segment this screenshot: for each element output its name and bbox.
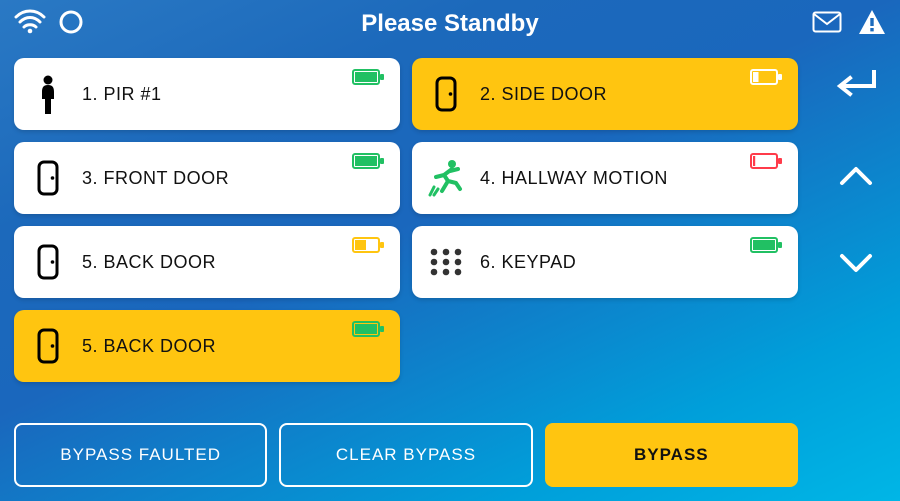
zone-card[interactable]: 1. PIR #1 (14, 58, 400, 130)
wifi-icon (14, 9, 46, 40)
battery-icon (352, 152, 386, 175)
zone-grid: 1. PIR #1 2. SIDE DOOR 3. FRONT DOOR (14, 58, 798, 382)
zone-label: 4. HALLWAY MOTION (480, 168, 668, 189)
battery-icon (352, 320, 386, 343)
zone-card[interactable]: 5. BACK DOOR (14, 226, 400, 298)
down-arrow-icon[interactable] (838, 252, 874, 279)
bypass-faulted-button[interactable]: BYPASS FAULTED (14, 423, 267, 487)
zone-label: 2. SIDE DOOR (480, 84, 607, 105)
zone-card[interactable]: 4. HALLWAY MOTION (412, 142, 798, 214)
zone-card[interactable]: 3. FRONT DOOR (14, 142, 400, 214)
nav-column (826, 70, 886, 279)
footer-buttons: BYPASS FAULTED CLEAR BYPASS BYPASS (14, 423, 798, 487)
mail-icon[interactable] (812, 11, 842, 38)
door-icon (426, 76, 466, 112)
person-icon (28, 74, 68, 114)
clear-bypass-button[interactable]: CLEAR BYPASS (279, 423, 532, 487)
bypass-button[interactable]: BYPASS (545, 423, 798, 487)
up-arrow-icon[interactable] (838, 165, 874, 192)
motion-icon (426, 159, 466, 197)
zone-label: 6. KEYPAD (480, 252, 576, 273)
battery-icon (750, 236, 784, 259)
zone-label: 1. PIR #1 (82, 84, 162, 105)
zone-label: 5. BACK DOOR (82, 336, 216, 357)
battery-icon (352, 68, 386, 91)
battery-icon (750, 152, 784, 175)
battery-icon (750, 68, 784, 91)
alert-icon[interactable] (858, 9, 886, 40)
zone-card[interactable]: 2. SIDE DOOR (412, 58, 798, 130)
ring-icon (58, 9, 84, 40)
zone-card[interactable]: 5. BACK DOOR (14, 310, 400, 382)
header-bar: Please Standby (0, 0, 900, 48)
door-icon (28, 328, 68, 364)
zone-card[interactable]: 6. KEYPAD (412, 226, 798, 298)
zone-label: 3. FRONT DOOR (82, 168, 229, 189)
keypad-icon (426, 247, 466, 277)
door-icon (28, 244, 68, 280)
battery-icon (352, 236, 386, 259)
page-title: Please Standby (0, 10, 900, 38)
enter-icon[interactable] (834, 70, 878, 105)
door-icon (28, 160, 68, 196)
zone-label: 5. BACK DOOR (82, 252, 216, 273)
